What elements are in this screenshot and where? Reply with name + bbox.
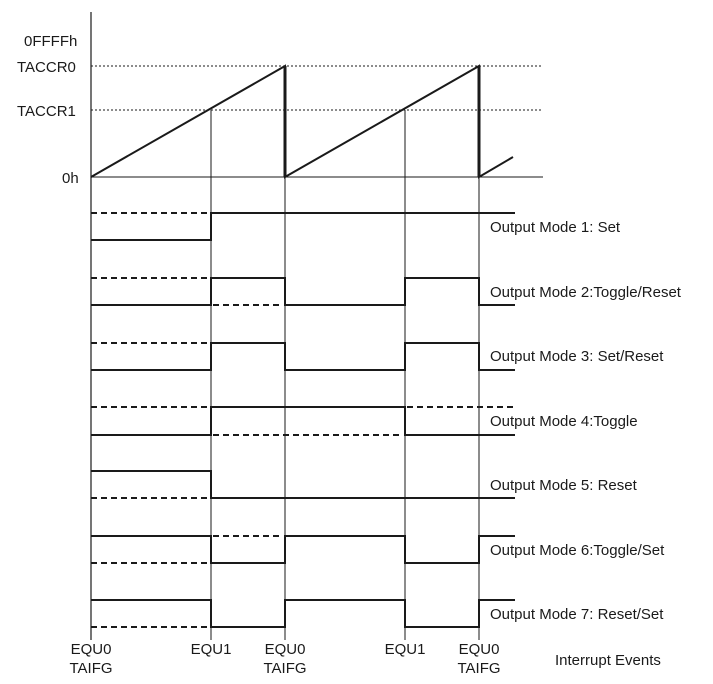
event-5-equ0: EQU0: [459, 641, 500, 658]
output-mode-3-waveform: [91, 342, 515, 371]
output-mode-2-waveform: [91, 277, 515, 306]
output-mode-4-waveform: [91, 406, 515, 436]
output-mode-5-waveform: [91, 470, 515, 499]
event-3-taifg: TAIFG: [263, 660, 306, 677]
event-2-equ1: EQU1: [191, 641, 232, 658]
event-1-equ0: EQU0: [71, 641, 112, 658]
event-4-equ1: EQU1: [385, 641, 426, 658]
label-taccr0: TACCR0: [17, 59, 76, 76]
output-mode-2-label: Output Mode 2:Toggle/Reset: [490, 284, 682, 301]
output-mode-6-label: Output Mode 6:Toggle/Set: [490, 542, 665, 559]
label-taccr1: TACCR1: [17, 103, 76, 120]
interrupt-events-caption: Interrupt Events: [555, 652, 661, 669]
output-mode-6-waveform: [91, 535, 515, 564]
counter-ramp: [90, 64, 514, 179]
label-0h: 0h: [62, 170, 79, 187]
output-mode-1-waveform: [91, 212, 515, 241]
output-mode-1-label: Output Mode 1: Set: [490, 219, 621, 236]
output-mode-7-waveform: [91, 599, 515, 628]
output-mode-4-label: Output Mode 4:Toggle: [490, 413, 638, 430]
event-3-equ0: EQU0: [265, 641, 306, 658]
output-mode-5-label: Output Mode 5: Reset: [490, 477, 638, 494]
event-1-taifg: TAIFG: [69, 660, 112, 677]
event-5-taifg: TAIFG: [457, 660, 500, 677]
label-0ffffh: 0FFFFh: [24, 33, 77, 50]
output-mode-7-label: Output Mode 7: Reset/Set: [490, 606, 664, 623]
output-mode-3-label: Output Mode 3: Set/Reset: [490, 348, 664, 365]
